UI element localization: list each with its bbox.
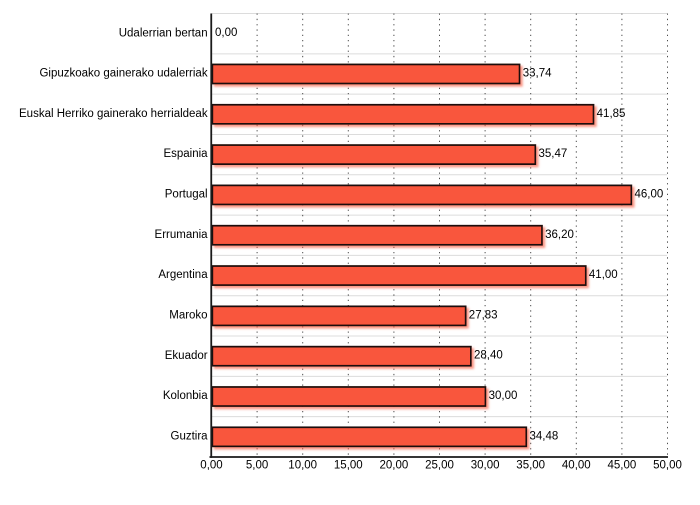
- svg-text:Gipuzkoako gainerako udalerria: Gipuzkoako gainerako udalerriak: [39, 68, 207, 80]
- svg-text:27,83: 27,83: [469, 309, 498, 321]
- svg-text:20,00: 20,00: [380, 460, 409, 472]
- svg-text:Guztira: Guztira: [171, 430, 209, 442]
- svg-text:Ekuador: Ekuador: [165, 350, 208, 362]
- svg-text:33,74: 33,74: [523, 67, 552, 79]
- svg-text:25,00: 25,00: [425, 460, 454, 472]
- svg-text:Portugal: Portugal: [165, 189, 208, 201]
- svg-text:34,48: 34,48: [529, 430, 558, 442]
- svg-text:50,00: 50,00: [653, 460, 682, 472]
- svg-text:Errumania: Errumania: [155, 229, 209, 241]
- svg-text:35,47: 35,47: [538, 148, 567, 160]
- svg-text:40,00: 40,00: [562, 460, 591, 472]
- svg-text:30,00: 30,00: [489, 390, 518, 402]
- svg-text:Udalerrian bertan: Udalerrian bertan: [119, 27, 208, 39]
- svg-text:45,00: 45,00: [608, 460, 637, 472]
- svg-text:30,00: 30,00: [471, 460, 500, 472]
- svg-text:28,40: 28,40: [474, 350, 503, 362]
- svg-text:Kolonbia: Kolonbia: [163, 390, 208, 402]
- svg-text:Maroko: Maroko: [169, 309, 207, 321]
- svg-text:41,00: 41,00: [589, 269, 618, 281]
- svg-text:41,85: 41,85: [597, 108, 626, 120]
- svg-text:5,00: 5,00: [246, 460, 268, 472]
- svg-text:Espainia: Espainia: [163, 148, 208, 160]
- svg-text:Argentina: Argentina: [158, 269, 208, 281]
- svg-text:35,00: 35,00: [516, 460, 545, 472]
- svg-text:15,00: 15,00: [334, 460, 363, 472]
- svg-text:36,20: 36,20: [545, 229, 574, 241]
- svg-text:0,00: 0,00: [200, 460, 222, 472]
- svg-text:0,00: 0,00: [215, 27, 237, 39]
- svg-text:10,00: 10,00: [288, 460, 317, 472]
- svg-text:Euskal Herriko gainerako herri: Euskal Herriko gainerako herrialdeak: [19, 108, 208, 120]
- svg-text:46,00: 46,00: [635, 188, 664, 200]
